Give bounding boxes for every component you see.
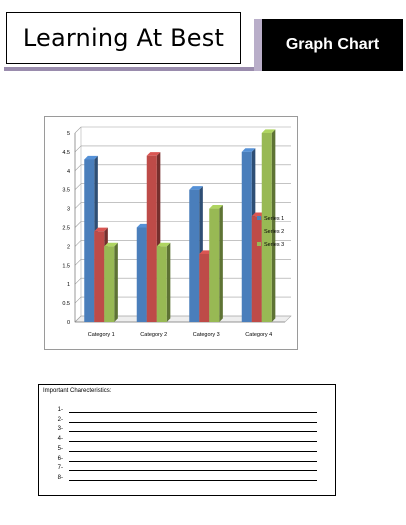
bar-side [166, 242, 171, 322]
characteristic-blank-line [69, 421, 317, 423]
gridline-depth [74, 183, 82, 190]
characteristic-row: 8- [49, 474, 334, 483]
characteristic-blank-line [69, 441, 317, 443]
gridline-depth [74, 164, 82, 172]
bar [104, 246, 115, 322]
chart-frame: 0 0.5 1 1.5 2 2.5 3 3.5 4 4.5 5 Category 1 Category … [44, 116, 298, 350]
characteristic-blank-line [69, 479, 317, 481]
y-tick-label: 3.5 [62, 188, 70, 194]
y-tick-label: 4.5 [62, 150, 70, 156]
bar-top [241, 148, 256, 152]
bar-top [189, 186, 203, 190]
bar [136, 227, 147, 322]
y-tick-label: 0.5 [62, 301, 70, 307]
characteristic-number: 5- [57, 445, 63, 452]
y-tick-label: 4 [67, 169, 70, 175]
x-tick-label: Category 1 [88, 332, 115, 338]
legend-label: Series 3 [264, 242, 284, 248]
graph-chart-banner: Graph Chart [262, 19, 403, 71]
legend-label: Series 2 [264, 229, 284, 235]
bar-top [261, 129, 276, 133]
bar [156, 246, 167, 322]
banner-label: Graph Chart [285, 36, 380, 53]
gridline-depth [74, 277, 82, 285]
legend-swatch [257, 229, 261, 233]
x-tick-label: Category 3 [193, 332, 220, 338]
bar [209, 208, 220, 322]
title-underline [4, 67, 261, 71]
bar-top [209, 205, 223, 209]
bar-chart: 0 0.5 1 1.5 2 2.5 3 3.5 4 4.5 5 Category 1 Category … [62, 126, 292, 338]
y-tick-label: 2 [67, 244, 70, 250]
bar-side [271, 129, 276, 322]
legend-swatch [257, 216, 261, 220]
characteristic-row: 4- [49, 435, 334, 444]
y-tick-label: 1.5 [62, 263, 70, 269]
bar-side [219, 205, 223, 322]
characteristic-row: 6- [49, 455, 334, 464]
bar [189, 189, 200, 322]
characteristic-row: 7- [49, 464, 334, 473]
characteristic-row: 5- [49, 445, 334, 454]
bar-top [156, 242, 171, 247]
x-tick-label: Category 4 [245, 332, 272, 338]
gridline-depth [74, 145, 82, 153]
bar-top [146, 152, 161, 156]
gridline-depth [74, 202, 82, 209]
characteristic-number: 4- [57, 436, 63, 443]
y-tick-label: 5 [67, 131, 70, 137]
gridline-depth [74, 240, 82, 247]
bar [241, 151, 252, 322]
page-title: Learning At Best [22, 24, 225, 52]
bar [199, 253, 210, 322]
y-tick-label: 1 [67, 282, 70, 288]
characteristics-box: Important Charecteristics: 1- 2- 3- 4- 5- 6- 7… [38, 384, 336, 496]
bar-top [94, 227, 108, 232]
characteristic-number: 6- [57, 455, 63, 462]
bar [261, 133, 272, 322]
characteristic-row: 3- [49, 425, 334, 434]
y-tick-label: 3 [67, 207, 70, 213]
characteristic-blank-line [69, 450, 317, 452]
characteristic-blank-line [69, 431, 317, 433]
bar [94, 231, 105, 322]
characteristic-number: 1- [57, 407, 63, 413]
bar [146, 155, 157, 322]
characteristic-number: 8- [57, 474, 63, 481]
gridline-depth [74, 296, 82, 304]
characteristic-row: 2- [49, 416, 334, 425]
gridline-depth [74, 315, 82, 323]
gridline-depth [74, 126, 82, 134]
characteristics-title: Important Charecteristics: [43, 388, 112, 394]
characteristic-blank-line [69, 470, 317, 472]
characteristic-blank-line [69, 412, 317, 413]
characteristic-blank-line [69, 460, 317, 462]
characteristic-row: 1- [49, 406, 334, 415]
title-box: Learning At Best [6, 12, 241, 64]
tag-accent-bar [254, 19, 262, 71]
gridline-depth [74, 259, 82, 266]
bar-top [104, 242, 118, 247]
x-tick-label: Category 2 [140, 332, 167, 338]
y-tick-label: 0 [67, 320, 70, 326]
characteristic-number: 7- [57, 465, 63, 472]
y-tick-label: 2.5 [62, 226, 70, 232]
characteristic-number: 3- [57, 426, 63, 433]
bar [84, 159, 95, 322]
gridline-depth [74, 221, 82, 228]
characteristic-number: 2- [57, 416, 63, 423]
bar [251, 216, 262, 322]
legend-label: Series 1 [264, 216, 284, 222]
legend-swatch [257, 242, 261, 246]
bar-top [84, 155, 98, 160]
bar-side [114, 242, 118, 322]
